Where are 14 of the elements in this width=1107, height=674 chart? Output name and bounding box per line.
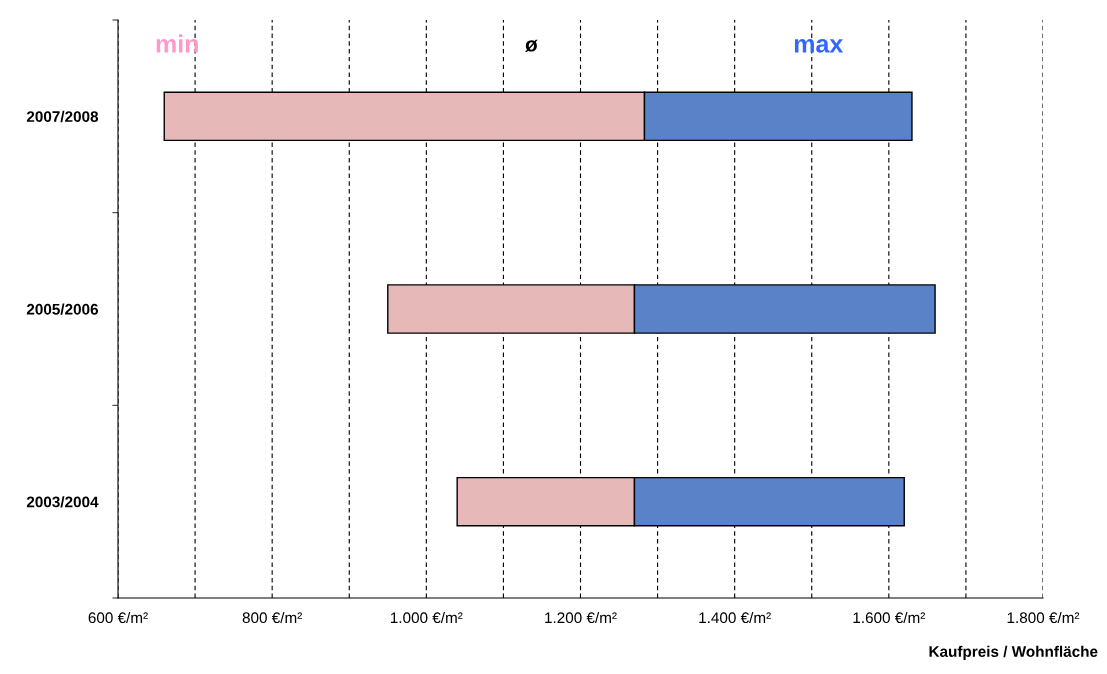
y-tick-label: 2005/2006 bbox=[26, 303, 99, 315]
x-tick-label: 1.800 €/m² bbox=[1007, 611, 1080, 624]
x-tick-label: 1.400 €/m² bbox=[699, 611, 771, 624]
x-axis-title: Kaufpreis / Wohnfläche bbox=[929, 645, 1098, 660]
x-tick-label: 1.000 €/m² bbox=[390, 611, 463, 624]
annotation: min bbox=[156, 34, 198, 53]
y-tick-label: 2007/2008 bbox=[26, 110, 99, 123]
x-tick-label: 600 €/m² bbox=[88, 611, 148, 624]
x-tick-label: 1.600 €/m² bbox=[853, 611, 926, 624]
annotation: ø bbox=[525, 39, 538, 52]
annotation: max bbox=[794, 39, 844, 53]
x-tick-label: 1.200 €/m² bbox=[545, 611, 617, 624]
x-tick-label: 800 €/m² bbox=[242, 611, 303, 624]
y-tick-label: 2003/2004 bbox=[26, 496, 99, 508]
